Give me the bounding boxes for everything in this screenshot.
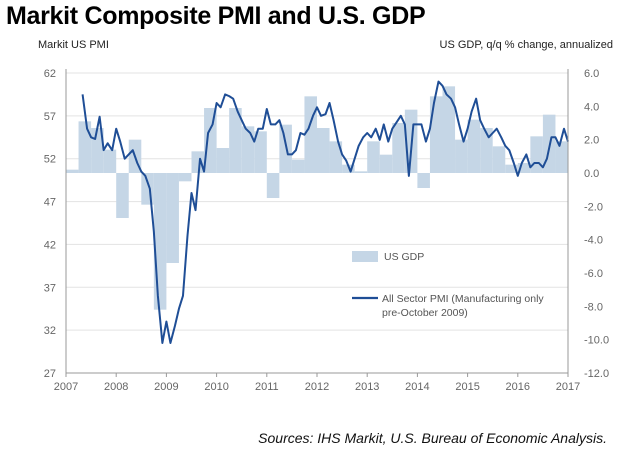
x-tick-label-6: 2013 [355,381,379,393]
gdp-bar-15 [254,131,267,173]
gdp-bar-0 [66,169,79,173]
gdp-bar-26 [392,123,405,173]
right-tick-label-8: -10.0 [584,335,609,347]
gdp-bar-6 [141,173,154,205]
right-tick-label-4: -2.0 [584,201,603,213]
right-tick-label-3: 0.0 [584,168,599,180]
gdp-bar-28 [417,173,430,188]
right-tick-label-7: -8.0 [584,301,603,313]
x-tick-label-0: 2007 [54,381,78,393]
gdp-bar-39 [555,141,568,173]
gdp-bar-12 [216,148,230,173]
gdp-bar-18 [291,159,305,173]
left-tick-label-4: 42 [44,239,56,251]
left-tick-label-6: 32 [44,325,56,337]
x-tick-label-3: 2010 [204,381,228,393]
chart-title: Markit Composite PMI and U.S. GDP [6,2,426,30]
gdp-bar-35 [505,164,518,173]
gdp-bar-34 [492,146,506,173]
axes: 62 57 52 47 42 37 32 27 6.0 4.0 2.0 0.0 -2.0 -4.0 -6.0… [44,68,609,393]
x-tick-label-9: 2016 [506,381,530,393]
x-tick-label-10: 2017 [556,381,580,393]
gdp-bar-10 [191,151,205,173]
left-tick-label-5: 37 [44,282,56,294]
left-tick-label-0: 62 [44,68,56,80]
left-tick-label-2: 52 [44,154,56,166]
gdp-bar-29 [429,96,443,173]
pmi-line [81,80,569,344]
gdp-bar-8 [166,173,179,263]
right-tick-label-1: 4.0 [584,101,599,113]
left-tick-label-7: 27 [44,368,56,380]
left-axis-label: Markit US PMI [38,39,109,51]
gdp-bar-31 [455,139,468,173]
right-tick-label-6: -6.0 [584,268,603,280]
gdp-bar-1 [78,121,92,173]
x-tick-label-7: 2014 [405,381,429,393]
legend-pmi-label-line2: pre-October 2009) [382,307,468,319]
gdp-bar-25 [379,154,393,173]
gdp-bar-16 [266,173,280,198]
gdp-bar-30 [442,86,456,173]
legend-gdp-label: US GDP [384,251,424,263]
left-tick-label-3: 47 [44,197,56,209]
right-tick-label-0: 6.0 [584,68,599,80]
gdp-bar-19 [304,96,317,173]
x-tick-label-1: 2008 [104,381,128,393]
x-tick-label-5: 2012 [305,381,329,393]
gdp-bar-4 [116,173,129,218]
x-tick-label-8: 2015 [455,381,479,393]
gdp-bar-9 [178,173,192,182]
left-tick-label-1: 57 [44,111,56,123]
gdp-bar-23 [354,171,368,173]
legend: US GDP All Sector PMI (Manufacturing onl… [352,251,544,319]
gdp-bar-14 [241,126,255,173]
gdp-bar-32 [467,119,481,173]
gdp-bar-17 [279,124,292,173]
gdp-bar-37 [530,136,543,173]
right-tick-label-5: -4.0 [584,235,603,247]
gdp-bar-36 [517,163,531,173]
gdp-bar-3 [103,149,117,173]
right-axis-label: US GDP, q/q % change, annualized [439,39,613,51]
gdp-bar-22 [342,164,355,173]
x-tick-label-2: 2009 [154,381,178,393]
right-tick-label-2: 2.0 [584,135,599,147]
source-note: Sources: IHS Markit, U.S. Bureau of Econ… [258,430,607,446]
gdp-bar-24 [367,141,380,173]
legend-pmi-label-line1: All Sector PMI (Manufacturing only [382,293,544,305]
gdp-bar-21 [329,141,343,173]
x-tick-label-4: 2011 [255,381,279,393]
gdp-bar-20 [317,128,330,173]
legend-gdp-swatch [352,251,378,262]
pmi-line-group [81,80,569,344]
gdp-bar-13 [229,108,242,173]
right-tick-label-9: -12.0 [584,368,609,380]
gdp-bar-7 [153,173,167,310]
gdp-bar-33 [480,128,493,173]
gdp-bars [66,86,568,310]
